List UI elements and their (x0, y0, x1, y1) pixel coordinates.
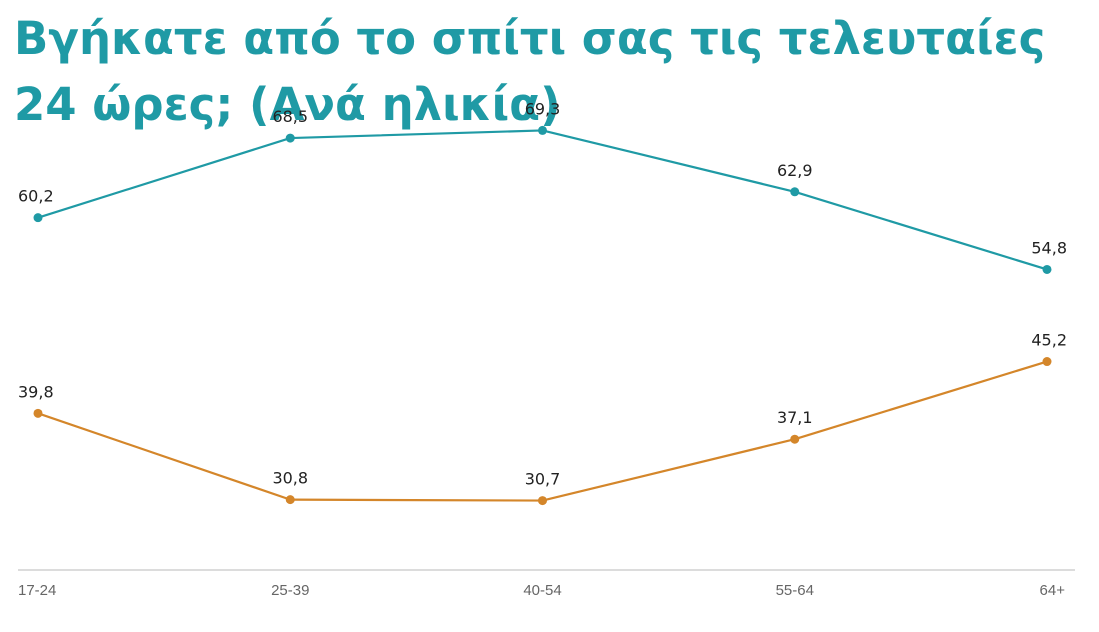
chart-title-line-2: 24 ώρες; (Ανά ηλικία) (14, 78, 561, 131)
x-tick-label-40-54: 40-54 (523, 582, 561, 599)
series-2-point-25-39 (285, 495, 295, 505)
x-tick-label-64+: 64+ (1040, 582, 1066, 599)
series-1-point-25-39 (285, 133, 295, 143)
series-2-point-40-54 (538, 496, 547, 506)
series-1-point-17-24 (33, 213, 43, 223)
series-2-label-64+: 45,2 (1031, 331, 1067, 350)
series-1: 60,2 68,5 69,3 62,9 54,8 (18, 99, 1067, 274)
x-tick-label-55-64: 55-64 (776, 582, 814, 599)
series-1-point-40-54 (538, 125, 547, 135)
series-1-line (36, 129, 1049, 271)
x-tick-label-25-39: 25-39 (271, 582, 309, 599)
chart-title-line-1: Βγήκατε από το σπίτι σας τις τελευταίες (14, 12, 1046, 65)
series-1-label-40-54: 69,3 (525, 99, 561, 118)
series-2-point-64+ (1042, 357, 1052, 367)
series-2-label-25-39: 30,8 (272, 469, 308, 488)
series-2-label-17-24: 39,8 (18, 382, 54, 401)
series-1-label-55-64: 62,9 (777, 161, 813, 180)
series-1-point-55-64 (790, 187, 800, 197)
x-tick-label-17-24: 17-24 (18, 582, 56, 599)
series-1-label-17-24: 60,2 (18, 187, 54, 206)
series-1-label-25-39: 68,5 (272, 107, 308, 126)
series-2: 39,8 30,8 30,7 37,1 45,2 (18, 331, 1067, 506)
series-1-point-64+ (1042, 264, 1052, 274)
series-1-label-64+: 54,8 (1031, 238, 1067, 257)
series-2-point-55-64 (790, 434, 800, 444)
series-2-label-55-64: 37,1 (777, 408, 813, 427)
series-2-label-40-54: 30,7 (525, 470, 561, 489)
series-2-point-17-24 (33, 408, 43, 418)
chart-title: Βγήκατε από το σπίτι σας τις τελευταίες … (14, 6, 1089, 138)
